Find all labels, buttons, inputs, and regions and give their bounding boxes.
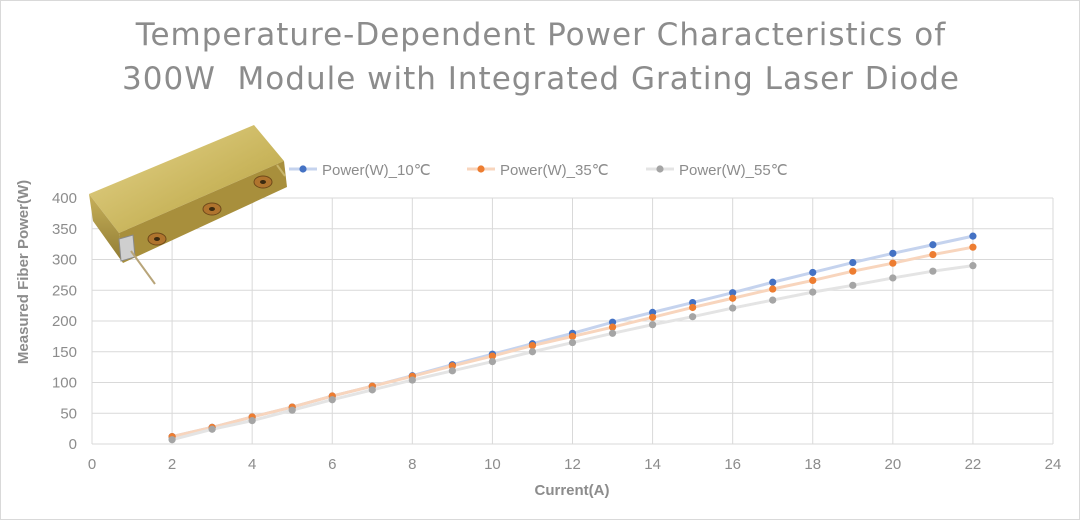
data-point — [889, 259, 897, 267]
data-point — [889, 249, 897, 257]
x-tick-label: 22 — [965, 456, 982, 473]
legend-swatch-marker — [299, 165, 307, 173]
x-tick-label: 2 — [168, 456, 176, 473]
x-tick-label: 10 — [484, 456, 501, 473]
y-tick-labels: 0 50 100 150 200 250 300 350 400 — [52, 190, 77, 453]
data-point — [969, 243, 977, 251]
data-point — [849, 281, 857, 289]
data-point — [689, 313, 697, 321]
data-point — [889, 274, 897, 282]
x-tick-label: 12 — [564, 456, 581, 473]
legend-label: Power(W)_35℃ — [500, 162, 609, 179]
series-points — [168, 232, 977, 444]
legend: Power(W)_10℃ Power(W)_35℃ Power(W)_55℃ — [289, 162, 788, 179]
data-point — [929, 241, 937, 249]
chart-title-line-2: 300W Module with Integrated Grating Lase… — [122, 61, 960, 97]
x-tick-label: 14 — [644, 456, 661, 473]
grid — [91, 197, 1054, 445]
data-point — [608, 323, 617, 331]
y-tick-label: 100 — [52, 375, 77, 392]
data-point — [769, 285, 777, 293]
x-tick-label: 18 — [804, 456, 821, 473]
x-tick-label: 16 — [724, 456, 741, 473]
y-tick-label: 300 — [52, 252, 77, 269]
legend-swatch-marker — [477, 165, 485, 173]
y-tick-label: 200 — [52, 313, 77, 330]
y-tick-label: 0 — [69, 436, 77, 453]
y-tick-label: 250 — [52, 282, 77, 299]
data-point — [809, 276, 817, 285]
data-point — [648, 313, 657, 321]
data-point — [208, 425, 216, 433]
y-tick-label: 350 — [52, 221, 77, 238]
y-axis-title: Measured Fiber Power(W) — [15, 180, 32, 364]
data-point — [689, 303, 697, 312]
data-point — [568, 338, 577, 347]
x-axis-title: Current(A) — [535, 482, 610, 499]
data-point — [648, 308, 657, 316]
data-point — [488, 352, 497, 360]
chart-title-line-1: Temperature-Dependent Power Characterist… — [135, 17, 947, 53]
data-point — [689, 298, 697, 307]
data-point — [769, 296, 777, 304]
legend-swatch-marker — [656, 165, 664, 173]
legend-label: Power(W)_10℃ — [322, 162, 431, 179]
data-point — [648, 321, 657, 329]
data-point — [809, 288, 817, 296]
data-point — [608, 329, 617, 337]
x-tick-label: 6 — [328, 456, 336, 473]
x-tick-label: 4 — [248, 456, 256, 473]
data-point — [528, 348, 537, 356]
legend-label: Power(W)_55℃ — [679, 162, 788, 179]
data-point — [368, 386, 376, 394]
data-point — [969, 262, 977, 270]
y-tick-label: 50 — [60, 405, 77, 422]
x-tick-label: 20 — [884, 456, 901, 473]
data-point — [849, 258, 857, 267]
data-point — [328, 396, 336, 404]
data-point — [929, 267, 937, 275]
y-tick-label: 150 — [52, 344, 77, 361]
x-tick-label: 8 — [408, 456, 416, 473]
data-point — [729, 289, 737, 297]
data-point — [288, 406, 296, 414]
data-point — [769, 278, 777, 286]
data-point — [729, 294, 737, 302]
data-point — [809, 268, 817, 277]
x-tick-label: 0 — [88, 456, 96, 473]
data-point — [608, 318, 617, 326]
data-point — [849, 267, 857, 275]
data-point — [168, 436, 176, 444]
x-tick-label: 24 — [1045, 456, 1062, 473]
data-point — [248, 417, 256, 425]
y-tick-label: 400 — [52, 190, 77, 207]
x-tick-labels: 0 2 4 6 8 10 12 14 16 18 20 22 24 — [88, 456, 1062, 473]
data-point — [488, 357, 497, 366]
data-point — [969, 232, 977, 240]
chart-title: Temperature-Dependent Power Characterist… — [1, 13, 1080, 101]
data-point — [568, 332, 577, 340]
data-point — [448, 362, 456, 370]
data-point — [929, 250, 937, 259]
data-point — [528, 342, 537, 350]
data-point — [729, 304, 737, 312]
data-point — [408, 376, 416, 384]
data-point — [448, 367, 456, 375]
laser-module-product-photo — [89, 125, 287, 285]
